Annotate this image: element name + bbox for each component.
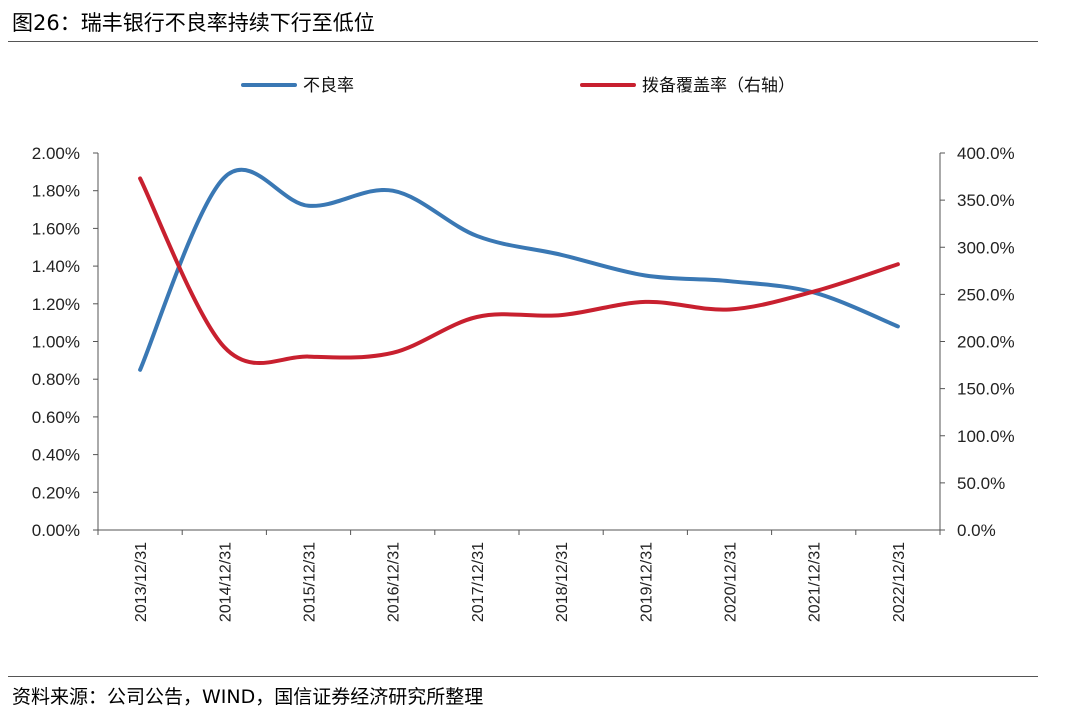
x-tick-label: 2020/12/31 [723,542,740,622]
x-tick-label: 2015/12/31 [302,542,319,622]
chart-title: 图26：瑞丰银行不良率持续下行至低位 [12,11,375,35]
right-tick-label: 50.0% [957,474,1005,493]
x-tick-label: 2013/12/31 [133,542,150,622]
legend: 不良率 拨备覆盖率（右轴） [241,76,795,96]
x-tick-label: 2017/12/31 [470,542,487,622]
source-note: 资料来源：公司公告，WIND，国信证券经济研究所整理 [12,686,484,708]
left-tick-label: 1.20% [32,295,80,314]
series-lines [138,167,900,372]
left-tick-label: 1.60% [32,219,80,238]
right-tick-label: 300.0% [957,238,1015,257]
left-tick-label: 2.00% [32,144,80,163]
x-tick-label: 2016/12/31 [386,542,403,622]
bottom-divider [8,676,1038,677]
top-divider [8,41,1038,42]
x-tick-label: 2022/12/31 [891,542,908,622]
left-tick-label: 1.80% [32,182,80,201]
right-tick-label: 400.0% [957,144,1015,163]
left-tick-label: 0.80% [32,370,80,389]
x-tick-label: 2019/12/31 [638,542,655,622]
legend-label-2: 拨备覆盖率（右轴） [642,76,795,96]
right-tick-label: 250.0% [957,285,1015,304]
axes [97,153,941,531]
left-axis-ticks: 0.00% 0.20% 0.40% 0.60% 0.80% 1.00% 1.20% 1.40%… [32,144,98,540]
x-tick-label: 2018/12/31 [554,542,571,622]
x-axis-ticks: 2013/12/31 2014/12/31 2015/12/31 2016/12/31… [97,530,941,622]
x-tick-label: 2021/12/31 [807,542,824,622]
series-line-2 [138,176,900,365]
right-axis-ticks: 0.0% 50.0% 100.0% 150.0% 200.0% 250.0% 300.0% 3… [940,144,1015,540]
series-line-1 [138,167,900,372]
legend-label-1: 不良率 [303,76,354,96]
left-tick-label: 0.00% [32,521,80,540]
right-tick-label: 150.0% [957,380,1015,399]
right-tick-label: 100.0% [957,427,1015,446]
right-tick-label: 200.0% [957,333,1015,352]
left-tick-label: 0.60% [32,408,80,427]
left-tick-label: 1.00% [32,333,80,352]
x-tick-label: 2014/12/31 [217,542,234,622]
left-tick-label: 1.40% [32,257,80,276]
right-tick-label: 350.0% [957,191,1015,210]
left-tick-label: 0.40% [32,446,80,465]
right-tick-label: 0.0% [957,521,996,540]
left-tick-label: 0.20% [32,483,80,502]
